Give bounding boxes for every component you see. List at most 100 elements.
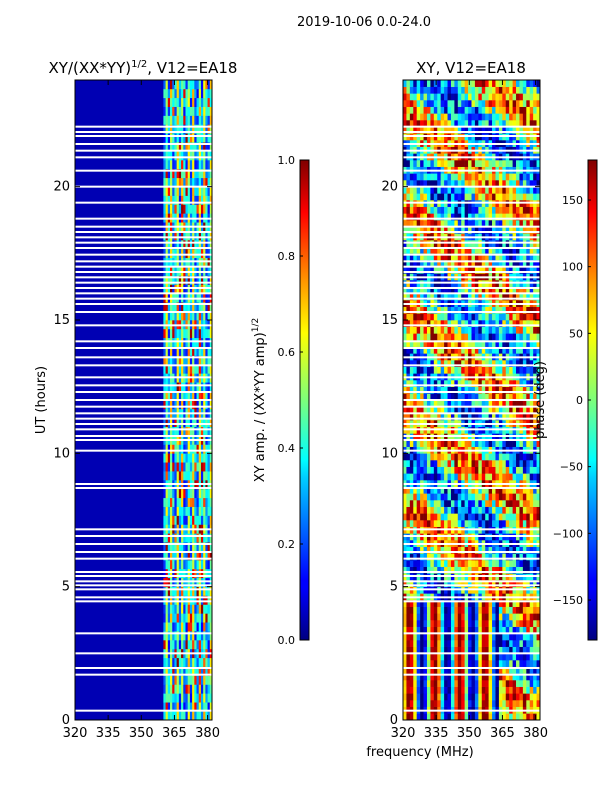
right-heatmap-cell (430, 493, 435, 501)
right-heatmap-cell (495, 646, 500, 654)
right-heatmap-cell (433, 206, 438, 214)
left-heatmap-cell (207, 168, 211, 179)
left-heatmap-cell (185, 346, 188, 356)
right-heatmap-cell (464, 226, 469, 234)
left-heatmap-cell (194, 97, 197, 107)
right-heatmap-cell (437, 380, 441, 387)
right-heatmap-cell (420, 333, 424, 341)
right-heatmap-cell (512, 546, 517, 554)
flagged-gap-line (75, 376, 212, 379)
right-heatmap-cell (420, 560, 424, 567)
right-heatmap-cell (536, 206, 540, 214)
left-heatmap-cell (198, 142, 202, 152)
right-heatmap-cell (516, 380, 520, 387)
left-heatmap-cell (183, 248, 186, 259)
right-heatmap-cell (516, 660, 520, 667)
right-heatmap-cell (409, 213, 414, 221)
left-heatmap-cell (174, 453, 177, 463)
right-heatmap-cell (437, 500, 441, 507)
right-heatmap-cell (413, 660, 417, 667)
right-heatmap-cell (416, 413, 421, 421)
left-heatmap-cell (165, 595, 169, 605)
right-heatmap-cell (478, 400, 483, 407)
right-heatmap-cell (461, 213, 465, 221)
right-heatmap-cell (423, 513, 428, 521)
left-heatmap-cell (178, 684, 182, 694)
right-heatmap-cell (519, 686, 524, 694)
left-heatmap-cell (165, 542, 169, 552)
left-heatmap-cell (187, 533, 191, 543)
right-heatmap-cell (461, 220, 465, 227)
right-heatmap-cell (403, 293, 407, 301)
right-heatmap-cell (498, 220, 503, 227)
left-heatmap-cell (181, 444, 184, 454)
right-heatmap-cell (533, 606, 537, 614)
right-heatmap-cell (471, 606, 476, 614)
right-heatmap-cell (430, 173, 435, 181)
left-heatmap-cell (209, 248, 212, 259)
left-heatmap-cell (196, 426, 200, 436)
right-heatmap-cell (481, 313, 486, 321)
right-heatmap-cell (420, 486, 424, 494)
left-heatmap-cell (203, 560, 206, 570)
right-heatmap-cell (444, 266, 448, 274)
left-heatmap-cell (172, 97, 175, 107)
right-heatmap-cell (526, 400, 531, 407)
right-heatmap-cell (468, 213, 472, 221)
right-heatmap-cell (481, 653, 486, 661)
right-heatmap-cell (440, 506, 445, 514)
left-heatmap-cell (187, 577, 191, 587)
right-heatmap-cell (533, 346, 537, 354)
left-heatmap-cell (167, 391, 171, 401)
right-heatmap-cell (505, 713, 510, 720)
right-heatmap-cell (403, 260, 407, 267)
left-heatmap-cell (167, 453, 171, 463)
left-heatmap-cell (209, 151, 212, 161)
right-heatmap-cell (516, 646, 520, 654)
left-heatmap-cell (198, 248, 202, 259)
right-heatmap-cell (406, 220, 411, 227)
right-heatmap-cell (516, 620, 520, 627)
right-heatmap-cell (512, 253, 517, 261)
right-heatmap-cell (471, 686, 476, 694)
left-heatmap-cell (187, 97, 191, 107)
right-heatmap-cell (498, 566, 503, 574)
left-heatmap-cell (207, 595, 211, 605)
left-heatmap-cell (187, 284, 191, 294)
left-heatmap-cell (187, 177, 191, 187)
right-heatmap-cell (485, 700, 489, 707)
left-heatmap-cell (183, 542, 186, 552)
right-heatmap-cell (457, 326, 462, 334)
right-heatmap-cell (502, 266, 507, 274)
left-heatmap-cell (196, 675, 200, 685)
right-heatmap-cell (533, 360, 537, 367)
left-heatmap-cell (165, 568, 169, 579)
left-heatmap-cell (194, 160, 197, 170)
flagged-gap-line (75, 399, 212, 401)
right-heatmap-cell (485, 660, 489, 667)
right-heatmap-cell (478, 380, 483, 387)
left-heatmap-cell (194, 631, 197, 641)
right-heatmap-cell (502, 486, 507, 494)
right-heatmap-cell (488, 173, 493, 181)
right-heatmap-cell (444, 386, 448, 394)
left-heatmap-cell (209, 97, 212, 107)
left-heatmap-cell (170, 311, 173, 321)
right-heatmap-cell (485, 226, 489, 234)
right-heatmap-cell (447, 180, 452, 187)
right-heatmap-cell (426, 713, 431, 720)
left-heatmap-cell (194, 622, 197, 632)
left-heatmap-cell (183, 551, 186, 561)
left-heatmap-cell (183, 515, 186, 525)
left-heatmap-cell (181, 257, 184, 267)
right-heatmap-cell (519, 553, 524, 561)
right-heatmap-cell (464, 260, 469, 267)
left-heatmap-cell (205, 160, 208, 170)
left-heatmap-cell (185, 684, 188, 694)
right-heatmap-cell (505, 226, 510, 234)
right-heatmap-cell (522, 400, 527, 407)
right-heatmap-cell (450, 666, 455, 674)
amplitude-colorbar-tick-label: 1.0 (278, 154, 296, 167)
right-heatmap-cell (440, 400, 445, 407)
left-heatmap-cell (183, 586, 186, 596)
